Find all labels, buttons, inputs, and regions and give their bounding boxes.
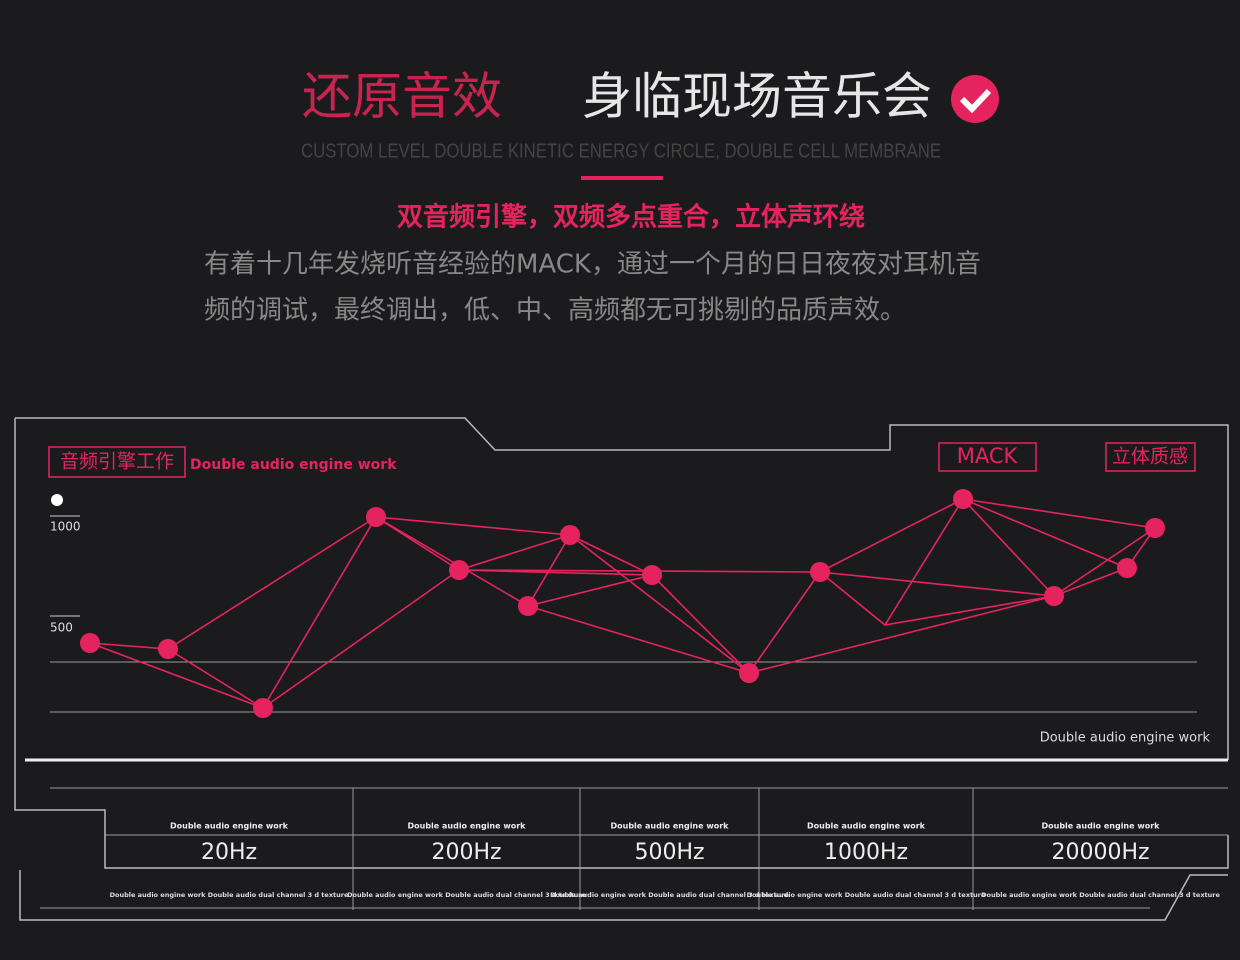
network-node xyxy=(1044,586,1064,606)
table-dividers xyxy=(352,788,974,910)
network-edge xyxy=(89,642,264,709)
network-node xyxy=(810,562,830,582)
network-edge xyxy=(262,516,377,709)
network-edge xyxy=(962,498,1156,529)
badge: MACK xyxy=(957,444,1019,468)
network-edge xyxy=(962,498,1128,569)
badge: 立体质感 xyxy=(1112,446,1188,468)
network-edge xyxy=(748,595,1055,674)
title-right: 身临现场音乐会 xyxy=(582,68,932,126)
network-node xyxy=(253,698,273,718)
network-node xyxy=(739,663,759,683)
column-note: Double audio engine work Double audio du… xyxy=(347,891,586,899)
network-node xyxy=(642,565,662,585)
panel-frame xyxy=(14,417,1229,921)
network-edge xyxy=(569,534,750,674)
title-left: 还原音效 xyxy=(302,68,502,126)
badge-box xyxy=(1105,442,1196,472)
network-edge xyxy=(962,498,1055,597)
divider xyxy=(581,176,663,180)
network-node xyxy=(158,639,178,659)
network-edge xyxy=(167,516,377,650)
network-edge xyxy=(375,516,529,607)
network-edge xyxy=(1053,527,1156,597)
network-node xyxy=(80,633,100,653)
column-note: Double audio engine work Double audio du… xyxy=(110,891,349,899)
network-edge xyxy=(375,516,571,536)
headline: 双音频引擎，双频多点重合，立体声环绕 xyxy=(397,202,865,233)
axis-label: 500 xyxy=(50,621,73,635)
tag: 音频引擎工作 xyxy=(60,451,174,473)
network-edge xyxy=(527,605,750,674)
network-edge xyxy=(819,571,1055,597)
badge-box xyxy=(938,442,1037,472)
network-node xyxy=(1145,518,1165,538)
legend-dot xyxy=(51,494,63,506)
subtitle: CUSTOM LEVEL DOUBLE KINETIC ENERGY CIRCL… xyxy=(301,140,941,162)
column-caption: Double audio engine work xyxy=(610,822,729,831)
network-edge xyxy=(458,534,571,571)
network-edge xyxy=(819,498,964,573)
network-edge xyxy=(458,569,821,573)
frequency-label: 500Hz xyxy=(634,840,704,865)
tag-box xyxy=(48,446,186,478)
network-node xyxy=(366,507,386,527)
network-edge xyxy=(167,648,264,709)
column-caption: Double audio engine work xyxy=(1041,822,1160,831)
network-edge xyxy=(651,574,750,674)
frequency-table: Double audio engine work 20Hz Double audio… xyxy=(110,822,1221,900)
frequency-label: 20000Hz xyxy=(1051,840,1149,865)
column-caption: Double audio engine work xyxy=(407,822,526,831)
frequency-label: 200Hz xyxy=(431,840,501,865)
network-node xyxy=(953,489,973,509)
column-caption: Double audio engine work xyxy=(170,822,289,831)
frequency-label: 20Hz xyxy=(201,840,257,865)
network-node xyxy=(449,560,469,580)
network-edge xyxy=(262,569,460,709)
body-line: 频的调试，最终调出，低、中、高频都无可挑剔的品质声效。 xyxy=(204,296,906,326)
tag-en: Double audio engine work xyxy=(190,457,397,473)
network-edge xyxy=(748,571,821,674)
network xyxy=(80,489,1165,718)
panel-footer: Double audio engine work xyxy=(1040,731,1211,746)
column-caption: Double audio engine work xyxy=(807,822,926,831)
axis-label: 1000 xyxy=(50,520,81,534)
network-node xyxy=(518,596,538,616)
check-mark xyxy=(959,88,992,114)
network-edge xyxy=(819,498,1055,627)
column-note: Double audio engine work Double audio du… xyxy=(550,891,789,899)
column-note: Double audio engine work Double audio du… xyxy=(981,891,1220,899)
frequency-label: 1000Hz xyxy=(824,840,908,865)
check-icon xyxy=(951,75,999,123)
column-note: Double audio engine work Double audio du… xyxy=(747,891,986,899)
network-edge xyxy=(89,642,169,650)
body-line: 有着十几年发烧听音经验的MACK，通过一个月的日日夜夜对耳机音 xyxy=(204,250,981,280)
network-edge xyxy=(527,574,653,607)
network-edge xyxy=(569,534,653,576)
network-node xyxy=(1117,558,1137,578)
network-node xyxy=(560,525,580,545)
network-edge xyxy=(1053,567,1128,597)
